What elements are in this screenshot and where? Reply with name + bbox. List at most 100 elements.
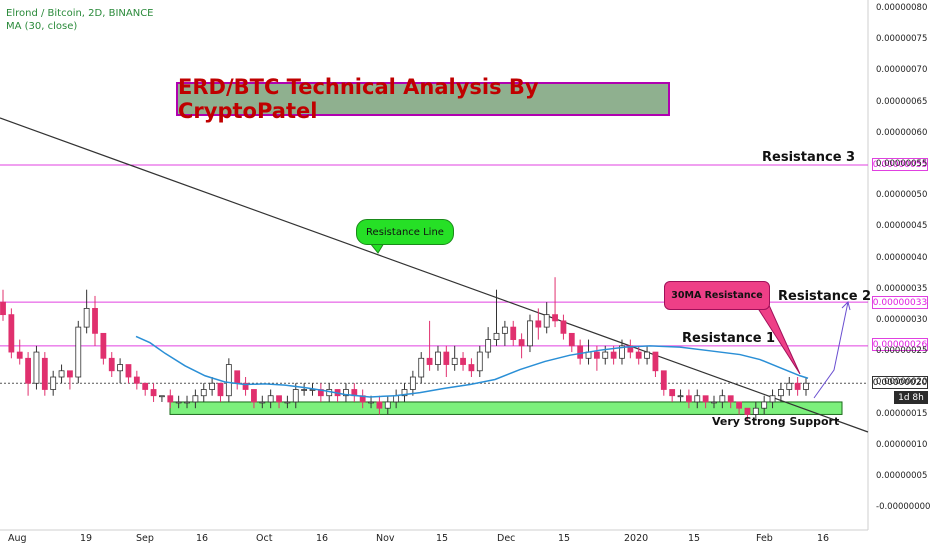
candle-body: [577, 345, 584, 359]
candle-body: [58, 370, 65, 378]
candle-body: [803, 382, 809, 390]
y-tick-label: 0.00000020: [876, 377, 928, 388]
x-tick-label: 16: [817, 533, 830, 544]
x-tick-label: 16: [196, 533, 209, 544]
candle-body: [794, 382, 801, 390]
candle-body: [610, 351, 617, 359]
candle-body: [192, 395, 199, 403]
countdown-badge: 1d 8h: [894, 391, 928, 404]
candle-body: [460, 357, 466, 365]
x-tick-label: Oct: [256, 533, 273, 544]
candle-body: [234, 370, 241, 384]
y-tick-label: 0.00000015: [876, 408, 928, 419]
candle-body: [276, 395, 282, 403]
candle-body: [150, 389, 157, 397]
candle-body: [343, 389, 349, 397]
candle-body: [543, 314, 550, 328]
projection-arrowhead: [841, 301, 851, 311]
ma30-line: [135, 335, 809, 398]
candle-body: [527, 320, 533, 347]
candle-body: [560, 320, 567, 334]
candle-body: [301, 389, 308, 391]
resistance-2-label: Resistance 2: [778, 289, 872, 304]
candle-body: [267, 395, 274, 403]
candle-body: [702, 395, 709, 403]
x-tick-label: Sep: [136, 533, 154, 544]
candle-body: [209, 382, 216, 390]
candle-body: [217, 382, 224, 397]
candle-body: [393, 395, 400, 403]
candle-body: [284, 401, 291, 404]
candle-body: [142, 382, 149, 390]
r2-price-badge: 0.00000033: [872, 296, 928, 309]
x-tick-label: 15: [688, 533, 701, 544]
candle-body: [677, 395, 684, 398]
resistance-line-callout: Resistance Line: [356, 219, 454, 245]
candle-body: [660, 370, 667, 390]
candle-body: [769, 395, 776, 403]
candle-body: [225, 364, 232, 397]
y-tick-label: 0.00000040: [876, 252, 928, 263]
resistance-3-label: Resistance 3: [762, 150, 856, 165]
y-tick-label: 0.00000030: [876, 315, 928, 325]
candle-body: [694, 395, 701, 403]
candle-body: [619, 345, 625, 359]
candle-body: [108, 357, 115, 372]
candle-body: [184, 401, 190, 404]
candle-body: [652, 351, 659, 372]
candle-body: [259, 401, 266, 404]
y-tick-label: 0.00000045: [876, 221, 928, 232]
candle-body: [501, 326, 508, 334]
candle-body: [711, 401, 717, 404]
y-tick-label: 0.00000005: [876, 471, 928, 481]
candle-body: [644, 351, 650, 359]
candle-body: [778, 389, 784, 397]
candle-body: [133, 376, 140, 384]
candle-body: [476, 351, 483, 372]
candle-body: [242, 382, 249, 390]
candle-body: [719, 395, 726, 403]
candle-body: [117, 364, 124, 372]
candle-body: [426, 357, 433, 365]
y-tick-label: 0.00000060: [876, 127, 928, 138]
candle-body: [669, 389, 676, 397]
r3-price-badge: 0.00000055: [872, 158, 928, 171]
candle-body: [468, 364, 475, 372]
candle-body: [75, 326, 82, 378]
candle-body: [685, 395, 692, 403]
candle-body: [41, 357, 48, 390]
y-tick-label: 0.00000050: [876, 190, 928, 201]
candle-body: [167, 395, 174, 403]
candle-body: [752, 407, 759, 415]
candle-body: [443, 351, 450, 365]
candle-body: [736, 401, 742, 409]
candle-body: [25, 357, 31, 384]
candle-body: [401, 389, 408, 397]
r1-price-badge: 0.00000026: [872, 338, 928, 351]
candle-body: [635, 351, 642, 359]
y-tick-label: 0.00000065: [876, 96, 928, 107]
candle-body: [451, 357, 458, 365]
x-tick-label: 15: [558, 533, 571, 544]
candle-body: [535, 320, 542, 328]
candle-body: [50, 376, 57, 390]
candle-body: [593, 351, 600, 359]
candle-body: [786, 382, 793, 390]
candle-body: [418, 357, 425, 378]
y-tick-label: -0.00000000: [876, 502, 931, 513]
candle-body: [409, 376, 416, 390]
candle-body: [384, 401, 391, 409]
candle-body: [175, 401, 182, 404]
x-tick-label: 15: [436, 533, 449, 544]
candle-body: [33, 351, 40, 384]
y-tick-label: 0.00000055: [876, 159, 928, 169]
candle-body: [83, 307, 90, 328]
last-price-badge: 0.00000020: [872, 376, 928, 389]
y-tick-label: 0.00000025: [876, 346, 928, 357]
ma-resistance-callout: 30MA Resistance: [664, 281, 770, 310]
y-tick-label: 0.00000080: [876, 3, 928, 13]
indicator-line: MA (30, close): [6, 21, 78, 32]
candle-body: [200, 389, 207, 397]
